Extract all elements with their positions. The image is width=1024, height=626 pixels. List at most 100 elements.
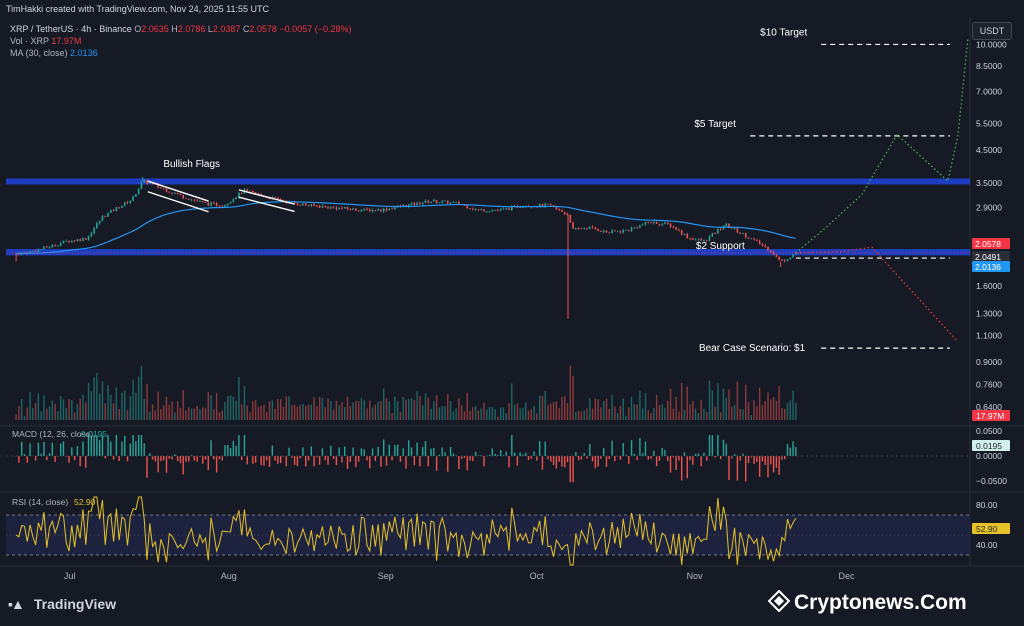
macd-bar (569, 456, 571, 483)
candle-body (101, 216, 104, 221)
candle-body (753, 238, 755, 240)
volume-bar (332, 409, 335, 420)
volume-bar (463, 411, 466, 420)
macd-bar (391, 456, 393, 461)
candle-body (622, 230, 624, 233)
volume-bar (388, 401, 390, 420)
volume-bar (371, 407, 374, 420)
candle-body (725, 223, 728, 227)
volume-bar (318, 396, 321, 420)
volume-bar (363, 400, 365, 420)
candle-body (549, 204, 552, 206)
candle-body (65, 240, 68, 242)
volume-bar (51, 400, 54, 420)
candle-body (302, 203, 304, 206)
volume-bar (246, 405, 248, 420)
volume-bar (238, 376, 240, 420)
macd-bar (472, 456, 474, 462)
macd-bar (360, 448, 363, 456)
candle-body (388, 208, 391, 211)
volume-bar (54, 403, 56, 420)
macd-bar (441, 447, 443, 456)
macd-bar (725, 443, 727, 456)
macd-bar (154, 456, 157, 462)
macd-bar (124, 435, 126, 456)
volume-bar (711, 390, 714, 420)
macd-tick-2: −0.0500 (976, 476, 1007, 486)
macd-bar (332, 456, 335, 459)
macd-bar (747, 456, 750, 464)
volume-bar (335, 400, 338, 420)
volume-bar (37, 393, 40, 420)
volume-bar (605, 398, 608, 420)
macd-bar (522, 454, 524, 456)
volume-bar (282, 406, 285, 420)
candle-body (597, 229, 599, 232)
macd-bar (129, 443, 132, 456)
currency-button[interactable]: USDT (972, 22, 1012, 40)
candle-body (232, 199, 235, 202)
volume-bar (288, 396, 290, 420)
macd-bar (43, 441, 45, 456)
volume-bar (497, 416, 499, 420)
candle-body (380, 209, 382, 212)
volume-bar (207, 392, 209, 420)
volume-bar (229, 395, 232, 420)
volume-bar (597, 399, 599, 420)
macd-bar (98, 440, 101, 456)
candle-body (711, 233, 714, 237)
volume-bar (719, 412, 722, 420)
candle-body (644, 221, 647, 225)
macd-bar (753, 456, 755, 465)
macd-bar (179, 456, 182, 464)
candle-body (769, 250, 772, 252)
volume-bar (408, 398, 410, 420)
candle-body (594, 227, 597, 230)
price-tick-7: 1.6000 (976, 281, 1002, 291)
macd-bar (34, 456, 37, 461)
macd-bar (268, 456, 271, 467)
volume-bar (213, 409, 215, 420)
volume-bar (430, 408, 432, 420)
macd-bar (667, 456, 669, 461)
candle-body (767, 246, 769, 251)
candle-body (435, 199, 438, 203)
candle-body (226, 203, 229, 206)
candle-body (563, 211, 566, 214)
volume-bar (700, 399, 702, 420)
volume-bar (260, 405, 262, 420)
macd-bar (369, 456, 371, 469)
volume-bar (215, 392, 218, 420)
ma-label: MA (30, close) (10, 48, 68, 58)
macd-bar (352, 447, 354, 456)
macd-bar (140, 435, 143, 456)
macd-bar (118, 456, 120, 462)
candle-body (717, 229, 719, 234)
volume-bar (636, 404, 638, 420)
macd-bar (185, 456, 187, 462)
macd-bar (413, 456, 416, 466)
volume-bar (121, 392, 123, 420)
macd-bar (399, 456, 402, 462)
volume-bar (591, 408, 594, 420)
candle-body (90, 233, 93, 237)
macd-bar (641, 453, 644, 456)
volume-bar (789, 400, 791, 420)
volume-bar (435, 395, 438, 420)
candle-body (176, 193, 179, 195)
macd-tick-0: 0.0500 (976, 426, 1002, 436)
volume-bar (179, 407, 182, 420)
ma-legend: MA (30, close) 2.0136 (10, 48, 98, 58)
volume-bar (235, 400, 237, 420)
candle-body (93, 228, 95, 234)
candle-body (238, 192, 240, 198)
candle-body (508, 208, 510, 210)
macd-bar (736, 456, 739, 481)
macd-bar (561, 456, 563, 467)
candle-body (505, 208, 508, 210)
candle-body (260, 193, 262, 196)
volume-bar (124, 390, 126, 420)
candle-body (664, 222, 666, 224)
candle-body (544, 203, 547, 207)
